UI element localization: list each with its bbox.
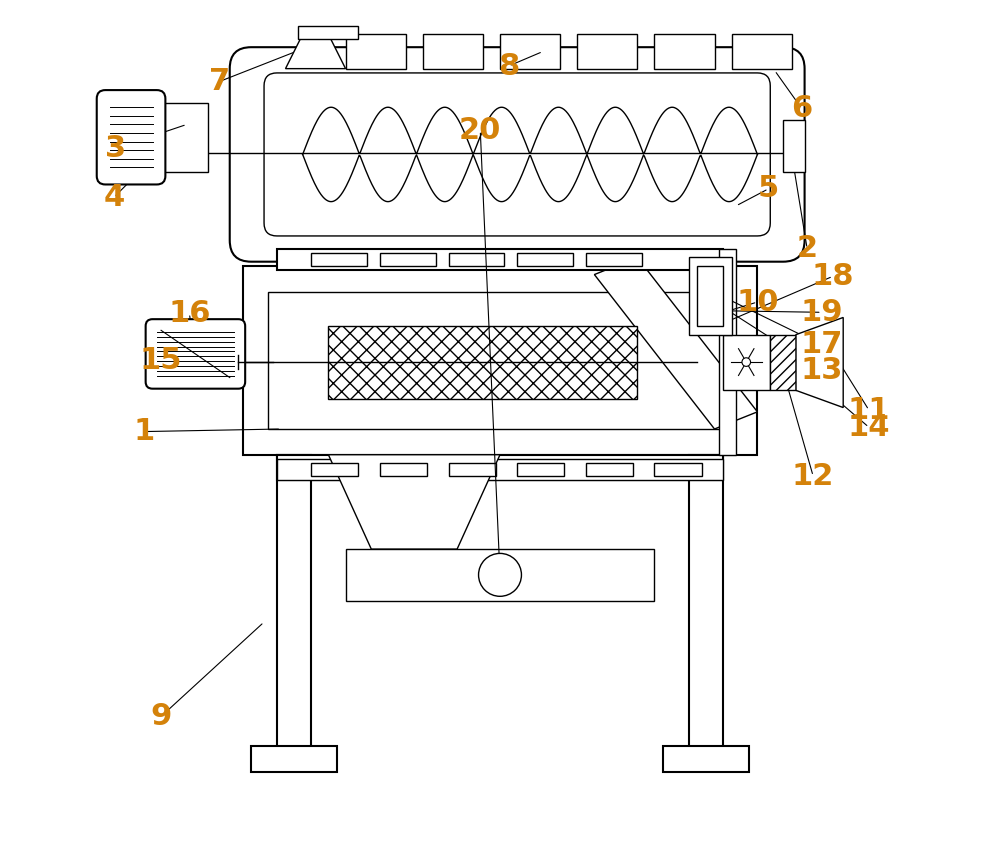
Bar [689,257,732,335]
Bar [663,746,749,772]
Text: 6: 6 [791,94,813,124]
Text: 3: 3 [105,134,126,163]
Bar [277,459,723,480]
Bar [770,335,796,390]
Text: 18: 18 [812,262,854,291]
FancyBboxPatch shape [230,47,805,262]
Bar [697,266,723,326]
FancyBboxPatch shape [146,319,245,389]
Bar [577,34,637,69]
Bar [277,455,311,755]
Text: 10: 10 [736,287,779,317]
Bar [586,463,633,476]
Bar [268,292,732,429]
Bar [500,34,560,69]
Text: 13: 13 [801,356,843,385]
Bar [517,463,564,476]
Polygon shape [796,317,843,408]
Text: 5: 5 [758,174,779,203]
Circle shape [479,553,521,596]
Text: 8: 8 [498,51,519,81]
Bar [783,120,805,172]
Bar [723,335,770,390]
Text: 16: 16 [168,299,211,328]
FancyBboxPatch shape [97,90,165,184]
Text: 2: 2 [797,234,818,263]
Bar [148,103,208,172]
Bar [277,455,723,480]
Text: 20: 20 [459,116,501,145]
Text: 9: 9 [150,702,172,731]
Bar [311,253,367,266]
Bar [517,253,573,266]
Text: 1: 1 [133,417,155,446]
Bar [449,253,504,266]
Bar [693,262,727,330]
Bar [311,463,358,476]
Text: 11: 11 [848,396,890,425]
Text: 15: 15 [140,346,182,375]
Polygon shape [286,34,346,69]
Bar [277,249,723,270]
Text: 12: 12 [792,462,834,491]
Bar [243,266,757,455]
Bar [732,34,792,69]
Bar [346,549,654,601]
Bar [328,326,637,399]
Bar [380,253,436,266]
Circle shape [742,358,751,366]
Bar [423,34,483,69]
Bar [449,463,496,476]
Polygon shape [594,257,757,429]
Text: 4: 4 [103,183,125,212]
Text: 7: 7 [209,67,230,96]
Bar [719,249,736,455]
Text: 19: 19 [800,298,843,327]
Bar [654,463,702,476]
Polygon shape [328,455,500,549]
Bar [689,455,723,755]
Bar [346,34,406,69]
Bar [251,746,337,772]
Text: 14: 14 [848,413,890,442]
FancyBboxPatch shape [264,73,770,236]
Text: 17: 17 [801,330,843,360]
Bar [586,253,642,266]
Bar [298,26,358,39]
Bar [654,34,714,69]
Bar [380,463,427,476]
